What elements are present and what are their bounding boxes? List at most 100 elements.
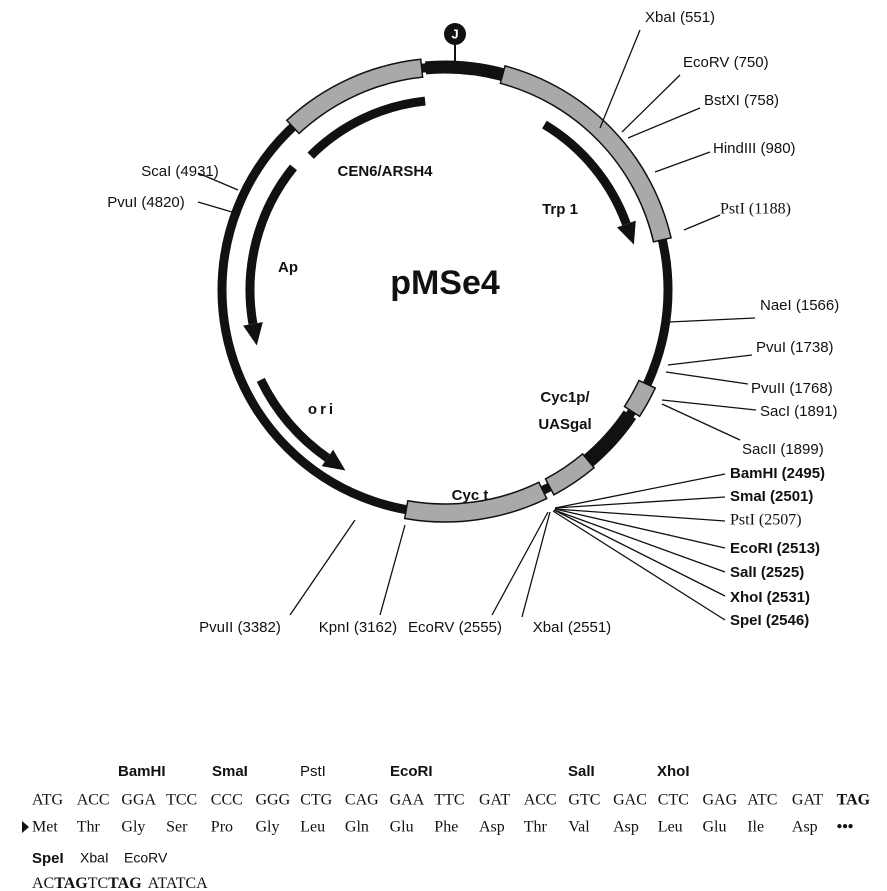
site-label: XbaI (2551) bbox=[533, 619, 611, 636]
codon: ACC bbox=[524, 792, 557, 809]
ring-thick-segment bbox=[583, 410, 637, 467]
site-label: SalI (2525) bbox=[730, 564, 804, 581]
reading-frame-arrow bbox=[22, 821, 29, 833]
codon: CCC bbox=[211, 792, 243, 809]
site-label: HindIII (980) bbox=[713, 140, 796, 157]
enzyme-label: EcoRI bbox=[390, 763, 433, 780]
site-label: SacII (1899) bbox=[742, 441, 824, 458]
site-label: PvuI (4820) bbox=[107, 194, 185, 211]
codon: TCC bbox=[166, 792, 197, 809]
codon: GAG bbox=[703, 792, 738, 809]
amino-acid: Asp bbox=[792, 819, 818, 836]
sequence-part: TC bbox=[88, 875, 108, 891]
codon: GGG bbox=[256, 792, 291, 809]
amino-acid: Ser bbox=[166, 819, 188, 836]
codon: ATG bbox=[32, 792, 64, 809]
amino-acid: Ile bbox=[747, 819, 764, 836]
sequence-part: ATATCA bbox=[148, 875, 209, 891]
codon: CTC bbox=[658, 792, 689, 809]
site-label: EcoRV (750) bbox=[683, 54, 769, 71]
site-label: PstI (2507) bbox=[730, 512, 802, 529]
site-line bbox=[289, 519, 356, 616]
codon: GGA bbox=[121, 792, 156, 809]
enzyme-label: SalI bbox=[568, 763, 595, 780]
site-line bbox=[552, 510, 726, 621]
feature-label: Trp 1 bbox=[542, 201, 578, 218]
sequence-part: TAG bbox=[108, 875, 142, 891]
codon: GAC bbox=[613, 792, 647, 809]
feature-box bbox=[499, 64, 672, 243]
ring-thick-segment bbox=[424, 60, 505, 81]
codon: CTG bbox=[300, 792, 332, 809]
amino-acid: Pro bbox=[211, 819, 233, 836]
site-label: BstXI (758) bbox=[704, 92, 779, 109]
feature-box bbox=[285, 58, 424, 135]
sequence-part: AC bbox=[32, 875, 54, 891]
site-line bbox=[554, 508, 726, 549]
amino-acid: Phe bbox=[434, 819, 458, 836]
codon: GAT bbox=[479, 792, 510, 809]
sequence-part: TAG bbox=[54, 875, 88, 891]
site-line bbox=[661, 403, 741, 441]
amino-acid: Val bbox=[568, 819, 590, 836]
marker-dot bbox=[444, 23, 466, 45]
site-label: ScaI (4931) bbox=[141, 163, 219, 180]
site-line bbox=[197, 172, 239, 191]
amino-acid: Thr bbox=[77, 819, 101, 836]
amino-acid: ••• bbox=[837, 819, 854, 836]
enzyme-label: EcoRV bbox=[124, 850, 168, 866]
codon: GAA bbox=[390, 792, 425, 809]
amino-acid: Gly bbox=[121, 819, 145, 836]
feature-box bbox=[544, 452, 596, 496]
site-line bbox=[379, 524, 406, 616]
site-label: PstI (1188) bbox=[720, 201, 791, 218]
site-label: EcoRV (2555) bbox=[408, 619, 502, 636]
codon: CAG bbox=[345, 792, 379, 809]
codon: ACC bbox=[77, 792, 110, 809]
codon: TAG bbox=[837, 792, 871, 809]
arrow-head bbox=[321, 449, 346, 471]
codon: GTC bbox=[568, 792, 600, 809]
feature-box bbox=[403, 481, 548, 523]
enzyme-label: XhoI bbox=[657, 763, 690, 780]
feature-label: Cyc t bbox=[452, 487, 489, 504]
enzyme-label: SpeI bbox=[32, 850, 64, 867]
site-line bbox=[491, 511, 549, 616]
site-line bbox=[197, 201, 233, 213]
site-label: BamHI (2495) bbox=[730, 465, 825, 482]
feature-arrow bbox=[245, 164, 297, 325]
site-label: XhoI (2531) bbox=[730, 589, 810, 606]
site-line bbox=[627, 107, 701, 139]
feature-label: CEN6/ARSH4 bbox=[337, 163, 433, 180]
enzyme-label: SmaI bbox=[212, 763, 248, 780]
site-line bbox=[553, 509, 726, 573]
site-label: SmaI (2501) bbox=[730, 488, 813, 505]
arrow-head bbox=[243, 322, 263, 346]
amino-acid: Glu bbox=[390, 819, 414, 836]
codon: ATC bbox=[747, 792, 777, 809]
enzyme-label: PstI bbox=[300, 763, 326, 780]
feature-arrow bbox=[256, 377, 331, 462]
site-label: PvuI (1738) bbox=[756, 339, 834, 356]
feature-arrow bbox=[542, 120, 631, 226]
sequence-tail: ACTAGTCTAG ATATCA bbox=[32, 875, 208, 891]
site-line bbox=[554, 508, 726, 522]
site-line bbox=[553, 509, 726, 597]
amino-acid: Leu bbox=[300, 819, 325, 836]
amino-acid: Glu bbox=[703, 819, 727, 836]
site-line bbox=[621, 74, 681, 133]
amino-acid: Gln bbox=[345, 819, 369, 836]
site-label: PvuII (3382) bbox=[199, 619, 281, 636]
amino-acid: Leu bbox=[658, 819, 683, 836]
feature-label: UASgal bbox=[538, 416, 591, 433]
site-line bbox=[654, 151, 711, 173]
amino-acid: Asp bbox=[613, 819, 639, 836]
feature-arrow bbox=[307, 96, 426, 159]
site-line bbox=[667, 354, 753, 366]
enzyme-label: XbaI bbox=[80, 850, 109, 866]
codon: TTC bbox=[434, 792, 464, 809]
site-line bbox=[554, 496, 726, 509]
site-label: EcoRI (2513) bbox=[730, 540, 820, 557]
enzyme-label: BamHI bbox=[118, 763, 166, 780]
